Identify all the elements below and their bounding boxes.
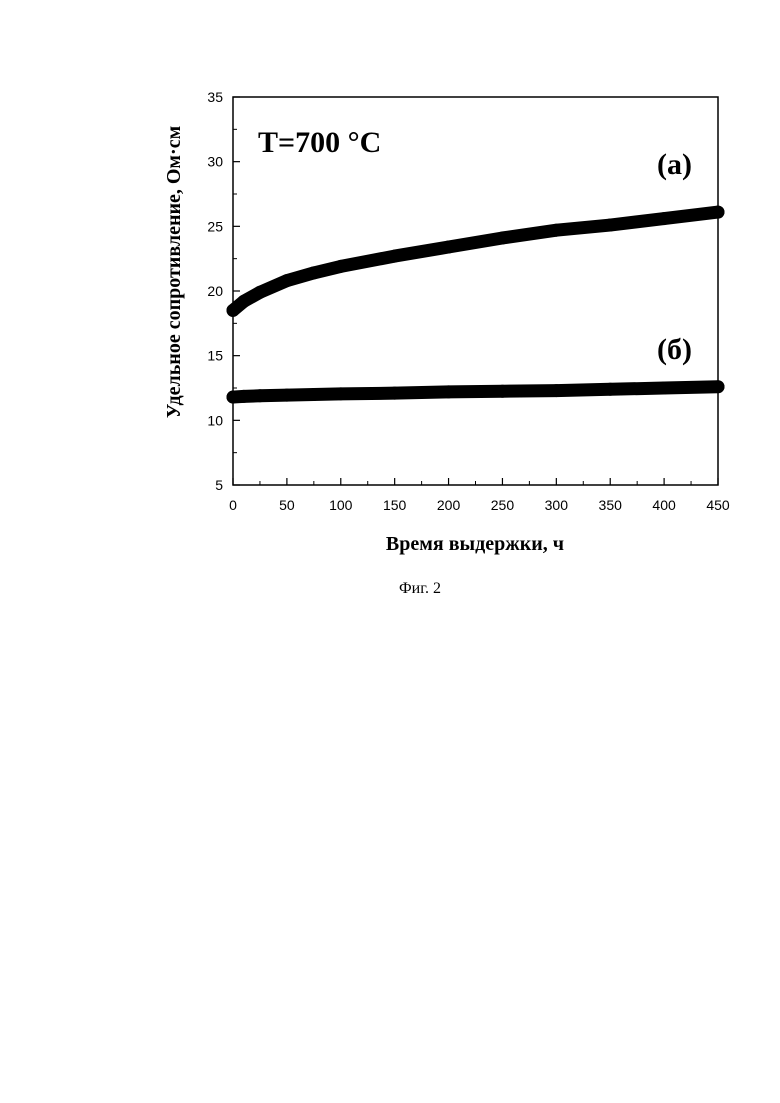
y-tick-label: 35 <box>207 89 223 105</box>
data-point <box>237 390 250 403</box>
y-tick-label: 5 <box>215 477 223 493</box>
y-ticks: 5 10 15 20 25 30 35 <box>207 89 240 493</box>
x-tick-label: 450 <box>706 497 730 513</box>
data-point <box>307 266 320 279</box>
data-point <box>496 231 509 244</box>
data-point <box>307 388 320 401</box>
series-label-b: (б) <box>657 333 692 366</box>
x-tick-label: 50 <box>279 497 295 513</box>
data-point <box>253 286 266 299</box>
x-tick-label: 400 <box>652 497 676 513</box>
data-point <box>280 274 293 287</box>
data-point <box>442 385 455 398</box>
data-point <box>550 224 563 237</box>
data-point <box>496 385 509 398</box>
y-tick-label: 20 <box>207 283 223 299</box>
data-point <box>550 384 563 397</box>
figure-caption: Фиг. 2 <box>0 580 780 598</box>
data-point <box>658 382 671 395</box>
data-point <box>237 295 250 308</box>
data-point <box>253 389 266 402</box>
data-point <box>712 380 725 393</box>
data-point <box>658 212 671 225</box>
y-tick-label: 25 <box>207 218 223 234</box>
x-tick-label: 200 <box>437 497 461 513</box>
y-axis-title: Удельное сопротивление, Ом·см <box>163 126 185 418</box>
y-tick-label: 10 <box>207 412 223 428</box>
x-axis-title: Время выдержки, ч <box>386 533 564 555</box>
x-ticks: 0 50 100 150 200 250 300 350 400 450 <box>229 478 730 513</box>
x-tick-label: 150 <box>383 497 407 513</box>
y-tick-label: 15 <box>207 348 223 364</box>
y-tick-label: 30 <box>207 154 223 170</box>
series-layer <box>227 206 725 404</box>
data-point <box>334 387 347 400</box>
x-tick-label: 350 <box>599 497 623 513</box>
x-tick-label: 100 <box>329 497 353 513</box>
temperature-annotation: T=700 °C <box>258 126 381 159</box>
x-tick-label: 300 <box>545 497 569 513</box>
x-tick-label: 0 <box>229 497 237 513</box>
x-tick-label: 250 <box>491 497 515 513</box>
data-point <box>604 219 617 232</box>
data-point <box>604 383 617 396</box>
data-point <box>280 389 293 402</box>
data-point <box>388 250 401 263</box>
series-line-a <box>233 212 718 310</box>
series-line-b <box>233 387 718 397</box>
data-point <box>334 260 347 273</box>
data-point <box>227 304 240 317</box>
data-point <box>442 241 455 254</box>
data-point <box>388 387 401 400</box>
data-point <box>712 206 725 219</box>
series-label-a: (а) <box>657 148 692 181</box>
